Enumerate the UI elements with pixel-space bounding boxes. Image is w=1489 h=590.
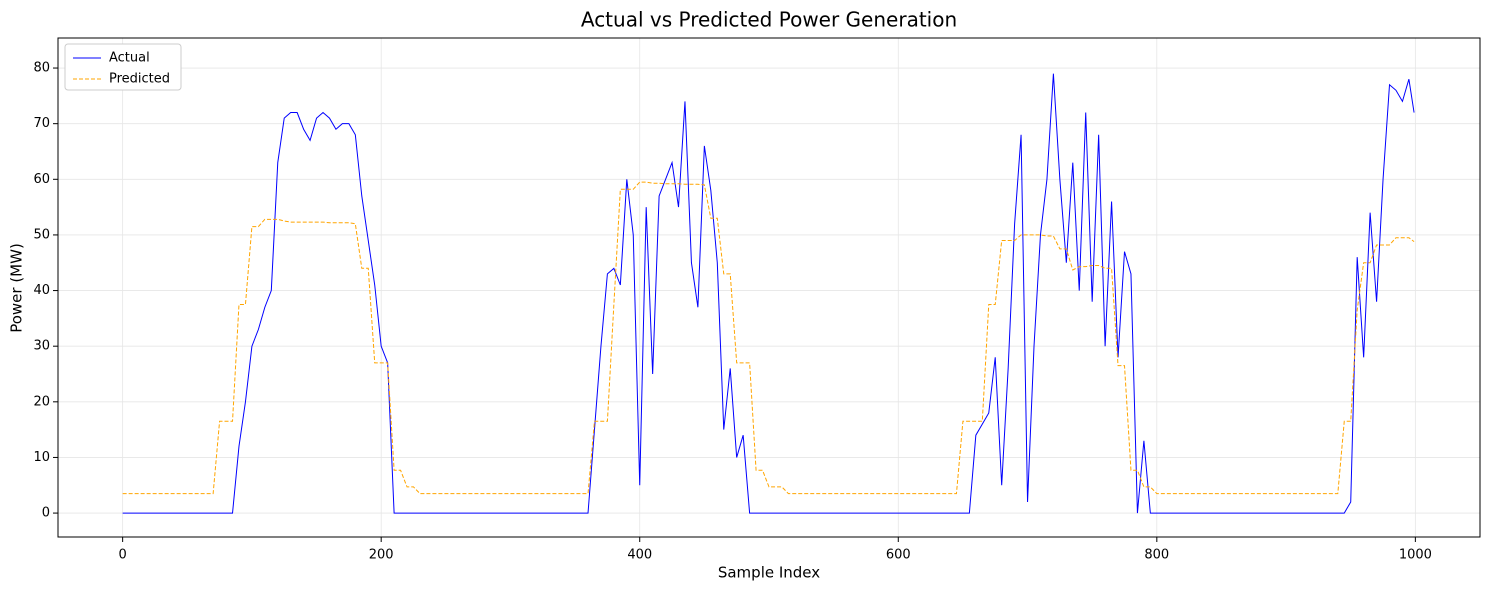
y-tick-label: 30 (33, 339, 50, 354)
x-tick-label: 600 (886, 548, 911, 563)
y-tick-label: 70 (33, 116, 50, 131)
data-line (122, 181, 1415, 495)
legend-label: Actual (109, 51, 150, 66)
y-tick-label: 20 (33, 394, 50, 409)
x-tick-label: 800 (1144, 548, 1169, 563)
x-tick-label: 200 (369, 548, 394, 563)
y-tick-label: 40 (33, 283, 50, 298)
legend-label: Predicted (109, 72, 170, 87)
x-axis-label: Sample Index (718, 564, 820, 582)
data-line (122, 73, 1415, 514)
y-tick-label: 60 (33, 172, 50, 187)
y-tick-label: 10 (33, 450, 50, 465)
chart-title: Actual vs Predicted Power Generation (581, 8, 957, 32)
y-tick-label: 0 (42, 506, 50, 521)
x-tick-label: 400 (627, 548, 652, 563)
y-tick-label: 80 (33, 61, 50, 76)
plot-frame (57, 37, 1481, 538)
y-axis-label: Power (MW) (8, 243, 26, 333)
x-tick-label: 1000 (1399, 548, 1432, 563)
x-tick-label: 0 (118, 548, 126, 563)
y-tick-label: 50 (33, 227, 50, 242)
